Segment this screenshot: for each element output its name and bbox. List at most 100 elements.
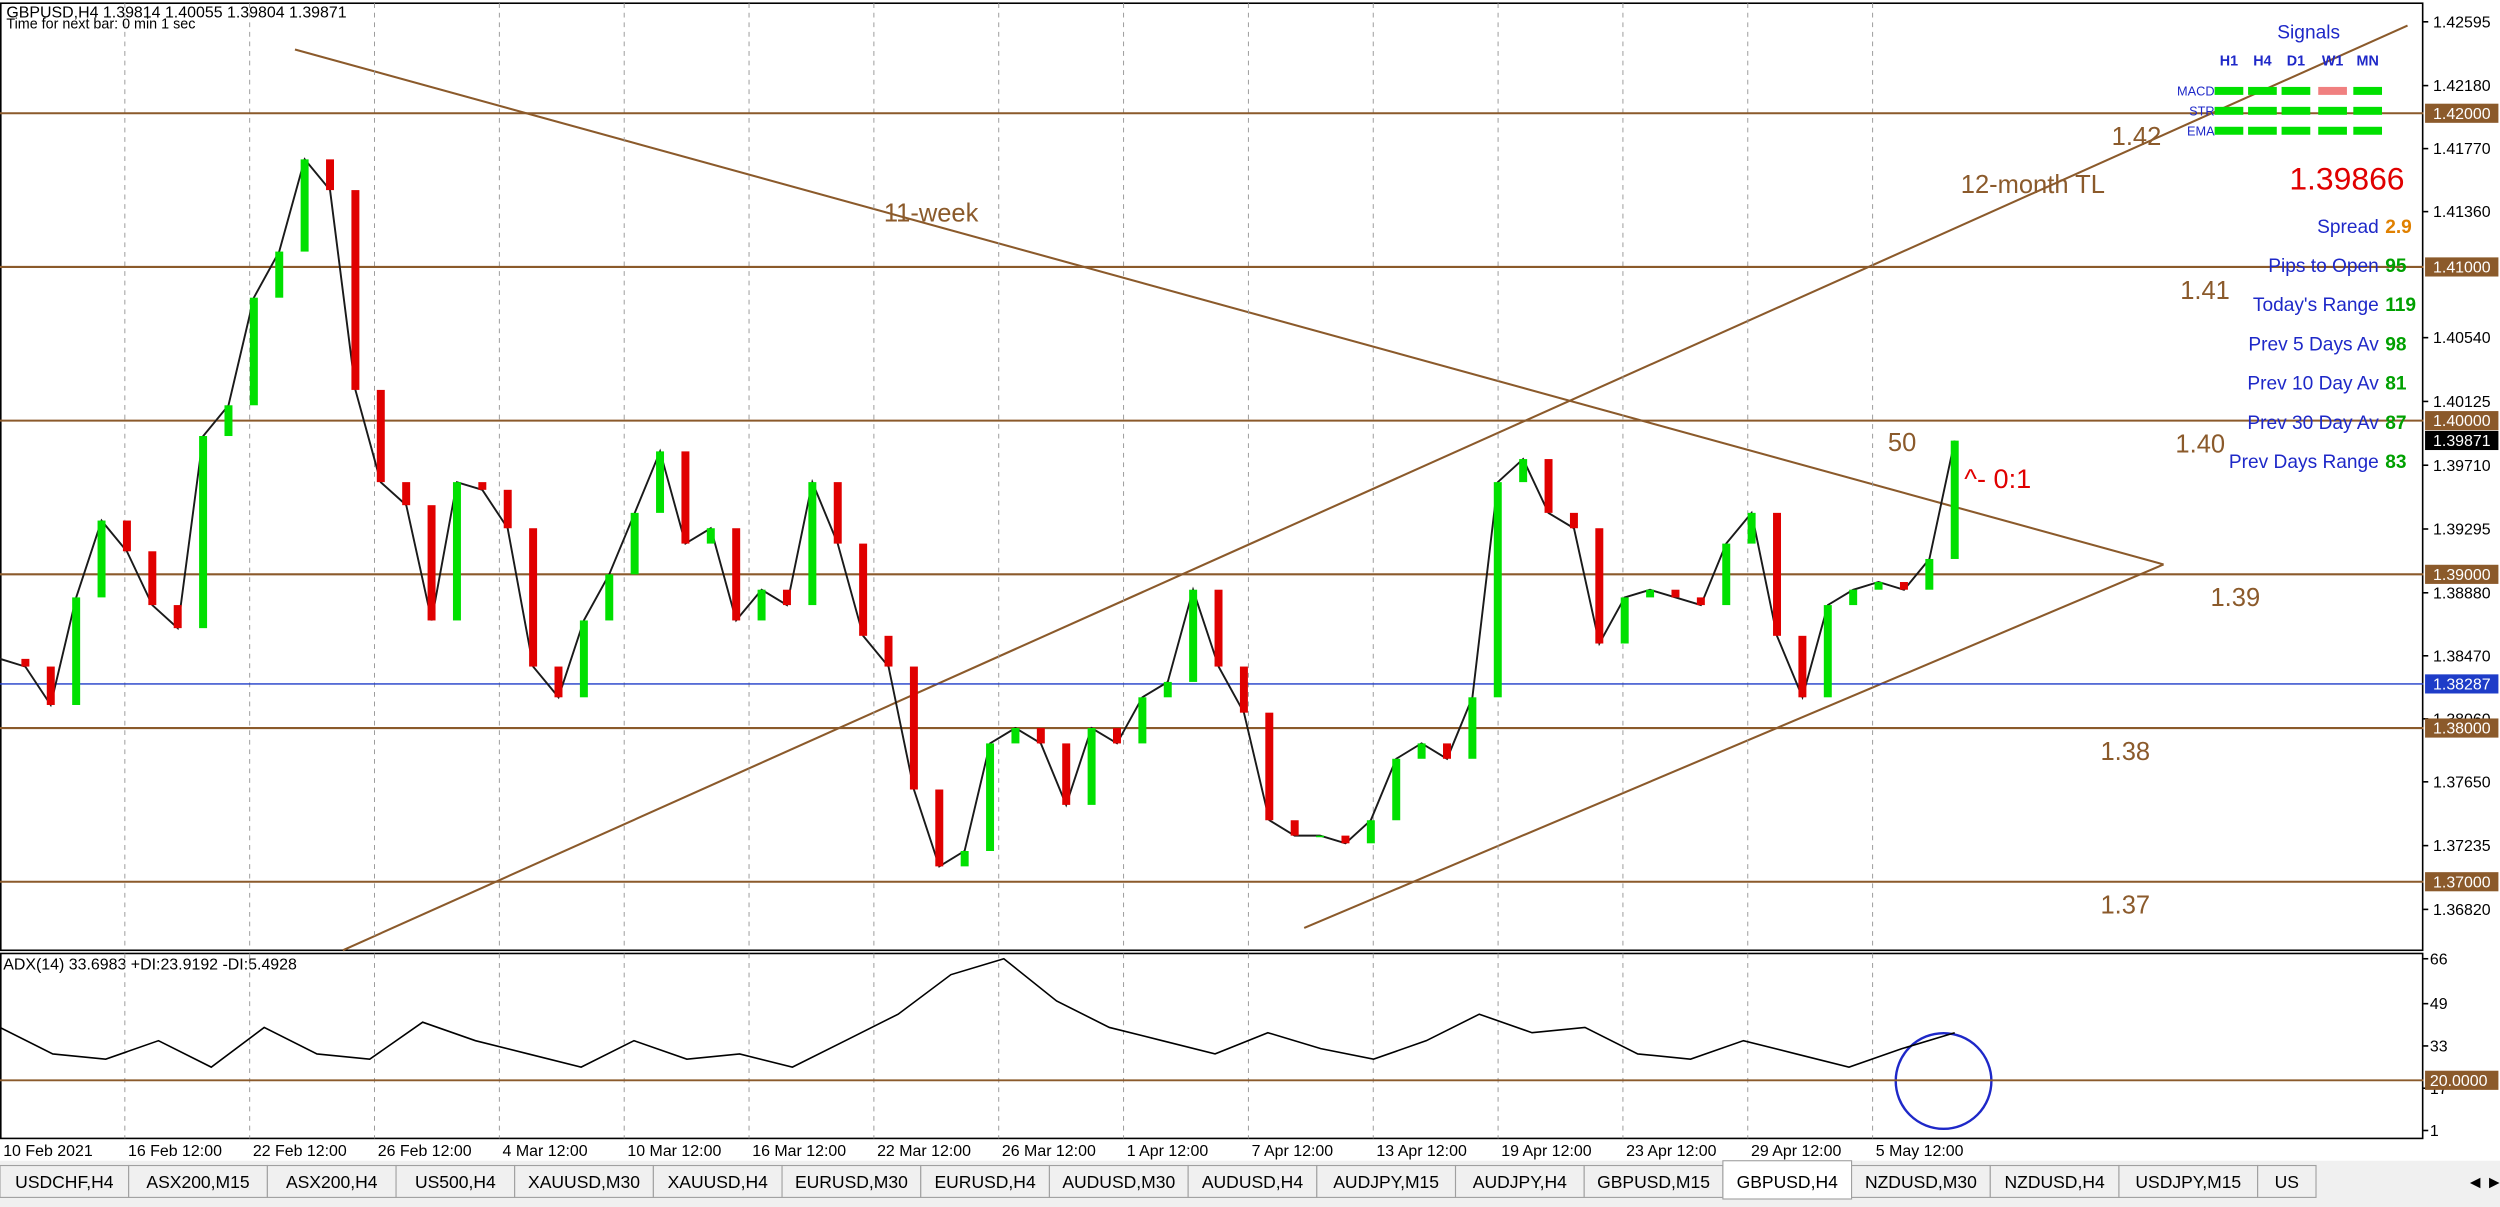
tab-label[interactable]: ASX200,H4 <box>286 1172 378 1192</box>
adx-level-box <box>2425 1070 2499 1090</box>
candle <box>1112 728 1121 744</box>
y-tick-label: 1.41360 <box>2433 204 2491 221</box>
candle <box>46 666 55 705</box>
tab[interactable] <box>781 1164 922 1198</box>
y-tick-label: 1.39710 <box>2433 458 2491 475</box>
candle <box>681 451 690 544</box>
level-price-label: 1.39000 <box>2433 567 2491 584</box>
level-note: 1.42 <box>2112 123 2162 151</box>
x-tick-label: 26 Feb 12:00 <box>378 1143 472 1160</box>
candle <box>173 605 182 629</box>
tab[interactable] <box>266 1164 397 1198</box>
annotation: ^- 0:1 <box>1964 463 2031 494</box>
candle <box>427 505 436 621</box>
x-tick-label: 10 Feb 2021 <box>3 1143 93 1160</box>
signals-title: Signals <box>2277 22 2340 43</box>
tab[interactable] <box>0 1164 130 1198</box>
stat-value: 2.9 <box>2385 217 2412 238</box>
tab[interactable] <box>1454 1164 1585 1198</box>
signals-column: H4 <box>2253 53 2271 69</box>
candle <box>275 251 284 298</box>
tab-scroll-right[interactable]: ► <box>2486 1172 2500 1192</box>
tab-label[interactable]: AUDUSD,M30 <box>1062 1172 1175 1192</box>
annotation: 11-week <box>884 200 979 228</box>
signal-indicator <box>2281 106 2311 115</box>
tab-label[interactable]: XAUUSD,M30 <box>528 1172 640 1192</box>
candle <box>1950 440 1959 559</box>
level-note: 1.37 <box>2100 892 2150 920</box>
tab-label[interactable]: USDCHF,H4 <box>15 1172 114 1192</box>
candle <box>1443 743 1451 759</box>
tab[interactable] <box>1583 1164 1724 1198</box>
signals-column: W1 <box>2322 53 2344 69</box>
tab-label[interactable]: US500,H4 <box>415 1172 496 1192</box>
candle <box>148 551 157 606</box>
tab[interactable] <box>920 1164 1050 1198</box>
tab[interactable] <box>2257 1164 2317 1198</box>
tab-label[interactable]: USDJPY,M15 <box>2135 1172 2241 1192</box>
x-tick-label: 13 Apr 12:00 <box>1376 1143 1467 1160</box>
tab[interactable] <box>128 1164 268 1198</box>
signal-indicator <box>2318 126 2347 135</box>
stat-value: 95 <box>2385 256 2407 277</box>
tab[interactable] <box>1187 1164 1318 1198</box>
candle <box>529 528 538 667</box>
y-tick-label: 1.38470 <box>2433 648 2491 665</box>
signals-row: STR <box>2189 104 2215 119</box>
stat-label: Prev 10 Day Av <box>2247 374 2379 395</box>
level-price-label: 1.40000 <box>2433 413 2491 430</box>
x-tick-label: 26 Mar 12:00 <box>1002 1143 1096 1160</box>
candle <box>1569 512 1578 529</box>
tab-label[interactable]: AUDJPY,M15 <box>1333 1172 1439 1192</box>
candle <box>1062 743 1071 805</box>
level-price-label: 1.38000 <box>2433 721 2491 738</box>
x-tick-label: 19 Apr 12:00 <box>1501 1143 1592 1160</box>
tab[interactable] <box>1316 1164 1457 1198</box>
signal-indicator <box>2353 126 2383 135</box>
level-note: 1.40 <box>2175 431 2225 459</box>
tab-label[interactable]: EURUSD,H4 <box>934 1172 1035 1192</box>
adx-title: ADX(14) 33.6983 +DI:23.9192 -DI:5.4928 <box>3 956 297 973</box>
tab[interactable] <box>1989 1164 2120 1198</box>
tab[interactable] <box>395 1164 516 1198</box>
candle <box>452 482 461 621</box>
candle <box>326 159 335 191</box>
x-tick-label: 10 Mar 12:00 <box>627 1143 721 1160</box>
y-tick-label: 1.40540 <box>2433 330 2491 347</box>
x-tick-label: 22 Mar 12:00 <box>877 1143 971 1160</box>
tab-label[interactable]: US <box>2275 1172 2299 1192</box>
trendline-11-week <box>294 48 2164 566</box>
candle <box>249 297 258 406</box>
tab-label[interactable]: NZDUSD,M30 <box>1865 1172 1977 1192</box>
candle <box>1747 512 1756 544</box>
marked-price-box <box>2425 430 2499 451</box>
y-tick-label: 1.40125 <box>2433 394 2491 411</box>
tab-scroll-left[interactable]: ◄ <box>2467 1172 2484 1192</box>
y-tick-label: 1.41770 <box>2433 141 2491 158</box>
candle <box>808 482 817 606</box>
candle <box>1036 728 1045 744</box>
candle <box>1189 589 1198 682</box>
candle <box>1823 605 1832 698</box>
timer: Time for next bar: 0 min 1 sec <box>6 17 195 33</box>
tab[interactable] <box>1048 1164 1189 1198</box>
stat-label: Spread <box>2317 217 2379 238</box>
tab-label[interactable]: GBPUSD,M15 <box>1597 1172 1710 1192</box>
candle <box>1138 697 1147 744</box>
tab-label[interactable]: NZDUSD,H4 <box>2004 1172 2104 1192</box>
stat-value: 87 <box>2385 413 2406 434</box>
tab-label[interactable]: AUDJPY,H4 <box>1473 1172 1567 1192</box>
tab-label[interactable]: EURUSD,M30 <box>795 1172 908 1192</box>
x-tick-label: 7 Apr 12:00 <box>1252 1143 1334 1160</box>
tab-label[interactable]: AUDUSD,H4 <box>1202 1172 1303 1192</box>
tab-label[interactable]: XAUUSD,H4 <box>668 1172 769 1192</box>
main-frame <box>0 2 2424 952</box>
x-tick-label: 23 Apr 12:00 <box>1626 1143 1717 1160</box>
candle <box>351 190 360 390</box>
stat-label: Prev 5 Days Av <box>2248 334 2379 355</box>
tab-label[interactable]: GBPUSD,H4 <box>1737 1172 1838 1192</box>
tab-label[interactable]: ASX200,M15 <box>146 1172 249 1192</box>
candle <box>579 620 588 698</box>
